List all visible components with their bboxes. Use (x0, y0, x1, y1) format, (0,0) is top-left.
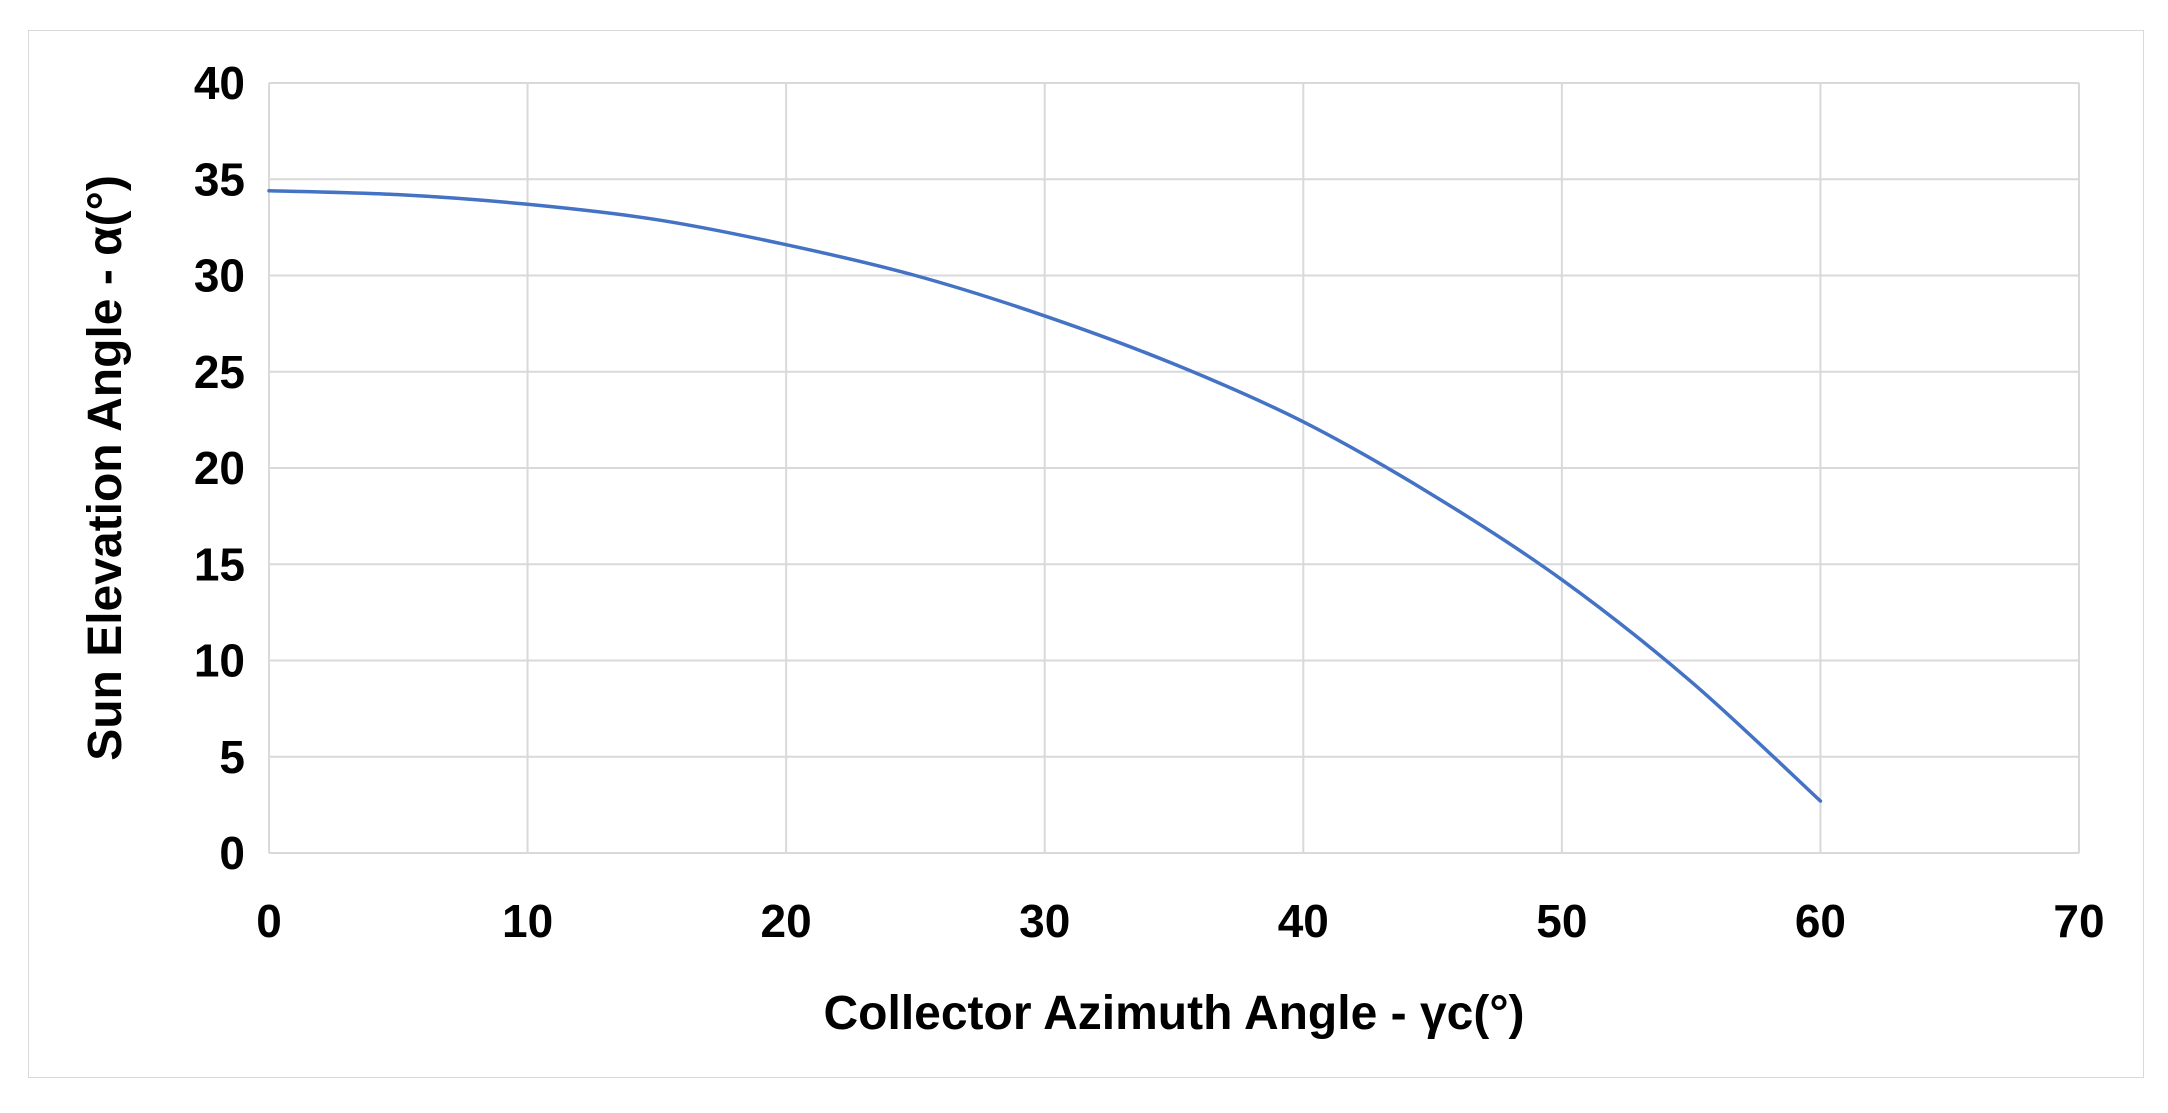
y-tick-label-30: 30 (194, 250, 245, 302)
y-tick-label-10: 10 (194, 635, 245, 687)
x-tick-label-20: 20 (761, 895, 812, 947)
chart-frame: 0 5 10 15 20 25 30 35 40 0 10 20 30 40 50 60 70 Collect… (28, 30, 2144, 1078)
y-tick-label-35: 35 (194, 153, 245, 205)
y-tick-label-5: 5 (219, 731, 245, 783)
x-tick-label-0: 0 (256, 895, 282, 947)
x-tick-label-50: 50 (1536, 895, 1587, 947)
y-tick-label-0: 0 (219, 827, 245, 879)
x-tick-label-10: 10 (502, 895, 553, 947)
y-tick-labels: 0 5 10 15 20 25 30 35 40 (194, 57, 245, 879)
x-tick-label-30: 30 (1019, 895, 1070, 947)
y-tick-label-40: 40 (194, 57, 245, 109)
line-chart: 0 5 10 15 20 25 30 35 40 0 10 20 30 40 50 60 70 Collect… (79, 57, 2105, 1040)
y-axis-title: Sun Elevation Angle - α(°) (79, 175, 132, 761)
series-layer (267, 189, 1823, 803)
x-tick-label-60: 60 (1795, 895, 1846, 947)
y-tick-label-15: 15 (194, 538, 245, 590)
y-tick-label-25: 25 (194, 346, 245, 398)
y-tick-label-20: 20 (194, 442, 245, 494)
series-line-0 (267, 189, 1823, 803)
grid-lines (268, 82, 2080, 854)
x-axis-title: Collector Azimuth Angle - γc(°) (824, 987, 1525, 1040)
x-tick-label-40: 40 (1278, 895, 1329, 947)
x-tick-label-70: 70 (2053, 895, 2104, 947)
x-tick-labels: 0 10 20 30 40 50 60 70 (256, 895, 2104, 947)
